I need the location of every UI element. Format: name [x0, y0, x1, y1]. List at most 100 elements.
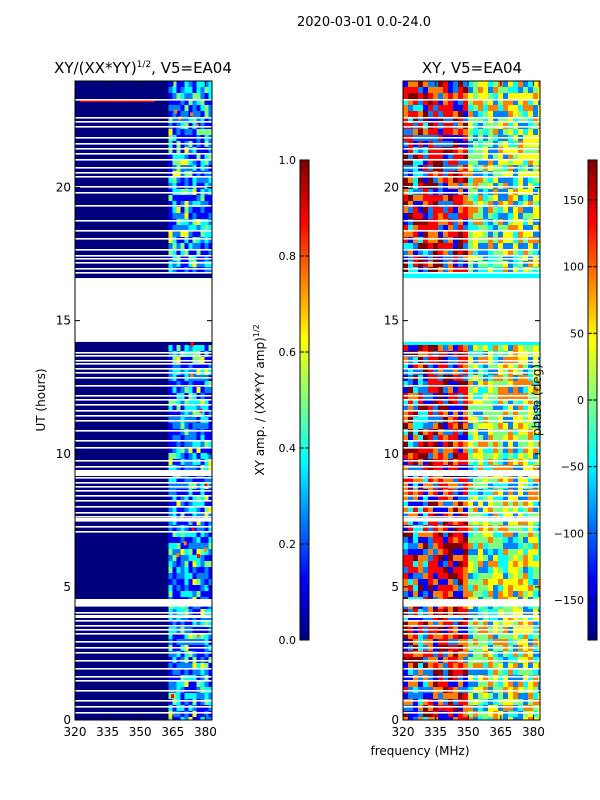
left-cell: [204, 201, 209, 208]
left-cell: [176, 531, 181, 538]
right-cell: [493, 693, 499, 700]
right-cell: [488, 225, 494, 232]
right-cell: [513, 219, 519, 226]
right-cell: [423, 411, 429, 418]
right-cell: [428, 693, 434, 700]
right-cell: [408, 543, 414, 550]
left-cell: [192, 477, 197, 484]
right-cell: [413, 543, 419, 550]
right-cell: [418, 105, 424, 112]
right-cell: [498, 387, 504, 394]
left-cell: [188, 669, 193, 676]
left-cell: [168, 93, 173, 100]
right-cell: [518, 93, 524, 100]
right-cell: [538, 651, 540, 658]
right-ytick-label: 5: [391, 580, 399, 594]
right-cell: [483, 399, 489, 406]
right-cell: [468, 549, 474, 556]
right-cell: [468, 435, 474, 442]
right-cell: [408, 651, 414, 658]
right-cell: [513, 663, 519, 670]
left-missing-row: [75, 500, 212, 502]
right-cell: [448, 363, 454, 370]
left-cell: [196, 243, 201, 250]
left-cell: [180, 195, 185, 202]
right-cell: [488, 459, 494, 466]
left-cell: [176, 519, 181, 526]
left-cell: [188, 99, 193, 106]
left-cell: [204, 405, 209, 412]
right-cell: [448, 621, 454, 628]
right-cell: [458, 363, 464, 370]
right-cell: [468, 561, 474, 568]
right-cell: [518, 549, 524, 556]
right-cell: [463, 429, 469, 436]
right-cell: [483, 549, 489, 556]
left-cell: [208, 477, 212, 484]
right-cell: [428, 633, 434, 640]
left-cell: [196, 465, 201, 472]
left-cell: [184, 717, 189, 720]
left-cell: [188, 453, 193, 460]
right-cell: [458, 621, 464, 628]
right-cell: [478, 501, 484, 508]
left-missing-row: [75, 482, 212, 484]
left-cell: [172, 507, 177, 514]
right-cell: [413, 243, 419, 250]
right-cell: [478, 555, 484, 562]
left-cell: [208, 351, 212, 358]
left-cell: [192, 585, 197, 592]
right-cell: [533, 573, 539, 580]
right-cell: [468, 99, 474, 106]
right-cell: [438, 543, 444, 550]
right-cell: [448, 675, 454, 682]
left-cell: [208, 429, 212, 436]
left-cell: [188, 177, 193, 184]
right-cell: [478, 525, 484, 532]
right-cell: [528, 93, 534, 100]
right-cell: [438, 87, 444, 94]
right-cell: [453, 693, 459, 700]
right-cell: [403, 243, 409, 250]
left-cell: [204, 459, 209, 466]
right-cell: [403, 555, 409, 562]
right-cell: [533, 555, 539, 562]
left-cell: [200, 507, 205, 514]
left-cell: [184, 519, 189, 526]
left-cell: [200, 213, 205, 220]
right-cell: [503, 705, 509, 712]
right-cell: [513, 537, 519, 544]
right-cell: [488, 81, 494, 88]
right-cell: [483, 711, 489, 718]
right-cell: [508, 153, 514, 160]
left-cell: [196, 435, 201, 442]
right-cell: [403, 435, 409, 442]
left-cell: [180, 261, 185, 268]
left-cell: [180, 669, 185, 676]
right-cell: [468, 441, 474, 448]
right-cell: [513, 405, 519, 412]
right-cell: [443, 501, 449, 508]
right-cell: [403, 585, 409, 592]
left-cell: [184, 411, 189, 418]
left-cell: [208, 447, 212, 454]
right-cell: [488, 531, 494, 538]
right-cell: [438, 447, 444, 454]
right-cell: [493, 573, 499, 580]
left-missing-row: [75, 395, 212, 397]
right-cell: [453, 675, 459, 682]
right-cell: [498, 567, 504, 574]
right-cell: [473, 555, 479, 562]
right-cell: [508, 345, 514, 352]
right-cell: [488, 621, 494, 628]
left-cell: [168, 381, 173, 388]
right-cell: [493, 441, 499, 448]
left-cell: [188, 243, 193, 250]
right-cell: [503, 105, 509, 112]
left-cell: [168, 117, 173, 124]
right-cell: [498, 651, 504, 658]
right-cell: [408, 249, 414, 256]
right-cell: [418, 261, 424, 268]
right-cell: [498, 429, 504, 436]
left-cell: [184, 531, 189, 538]
